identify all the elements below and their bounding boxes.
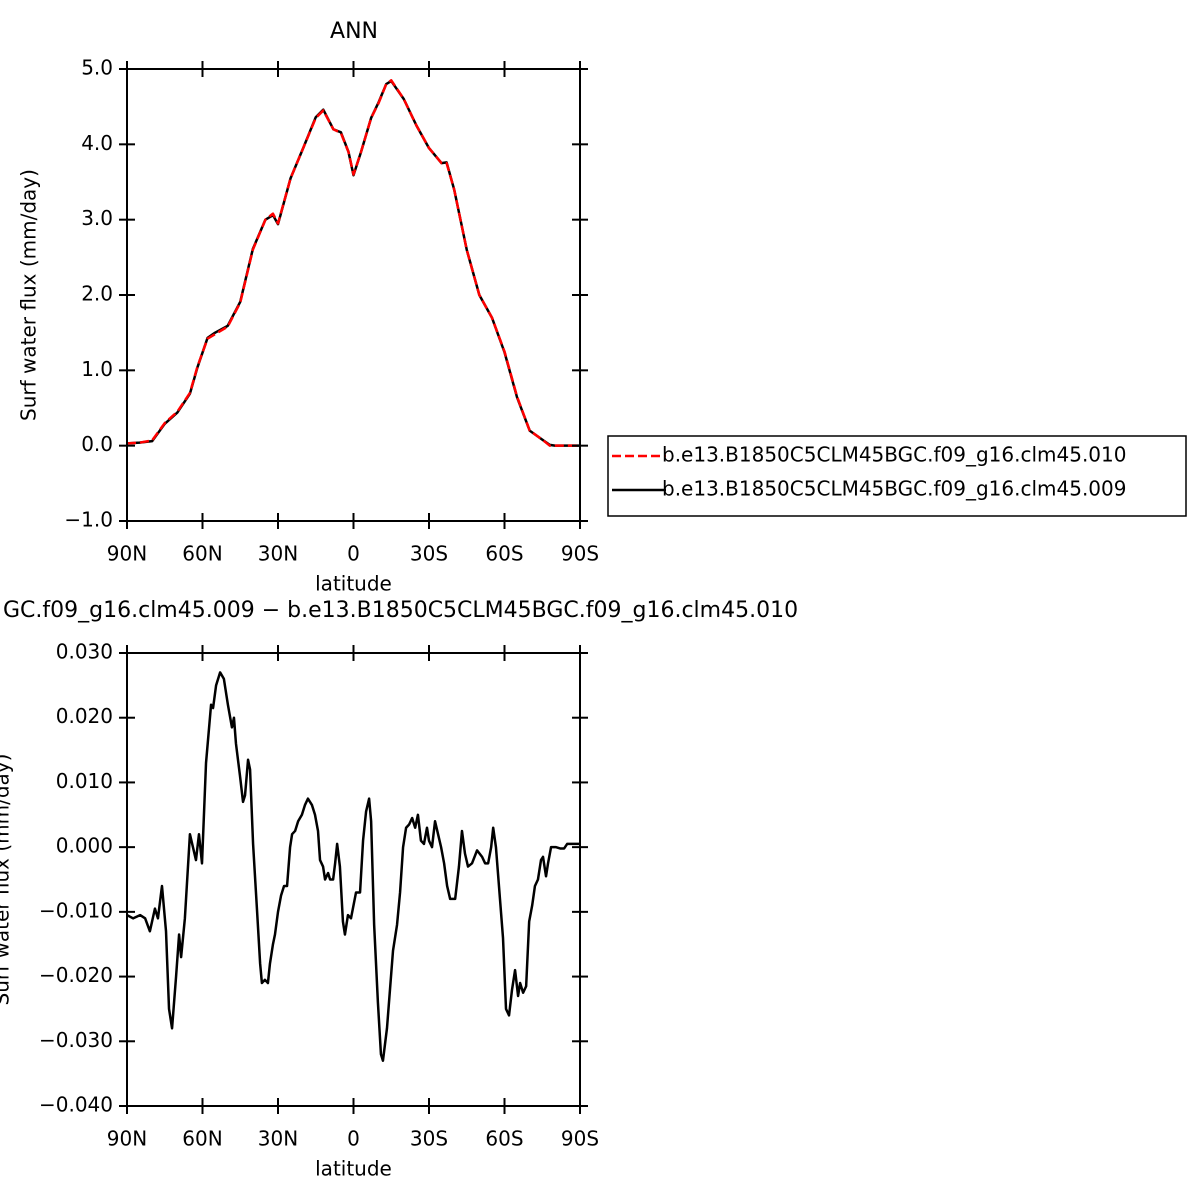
x-tick-label: 60S xyxy=(485,542,523,566)
x-tick-label: 0 xyxy=(347,1127,360,1151)
data-line xyxy=(127,79,580,447)
plot-frame xyxy=(126,652,581,1107)
x-tick-label: 90S xyxy=(561,1127,599,1151)
y-tick-label: 1.0 xyxy=(81,357,113,381)
legend-label: b.e13.B1850C5CLM45BGC.f09_g16.clm45.010 xyxy=(662,443,1126,467)
chart-title: GC.f09_g16.clm45.009 − b.e13.B1850C5CLM4… xyxy=(3,598,798,623)
x-tick-label: 30S xyxy=(410,542,448,566)
y-tick-label: 0.0 xyxy=(81,432,113,456)
plot-frame xyxy=(126,68,581,522)
y-tick-label: 2.0 xyxy=(81,282,113,306)
plot-area xyxy=(127,671,580,1062)
x-tick-label: 60S xyxy=(485,1127,523,1151)
y-tick-label: −0.020 xyxy=(39,963,113,987)
x-tick-label: 0 xyxy=(347,542,360,566)
legend-box xyxy=(607,435,1187,517)
y-tick-label: 4.0 xyxy=(81,131,113,155)
y-tick-label: −0.030 xyxy=(39,1028,113,1052)
y-axis-label: Surf water flux (mm/day) xyxy=(0,754,14,1006)
y-tick-label: 3.0 xyxy=(81,206,113,230)
data-line xyxy=(127,79,580,447)
data-line xyxy=(127,671,580,1062)
y-tick-label: 0.020 xyxy=(56,704,113,728)
x-tick-label: 60N xyxy=(182,1127,222,1151)
plot-area xyxy=(127,79,580,447)
x-tick-label: 30S xyxy=(410,1127,448,1151)
x-axis-label: latitude xyxy=(315,572,392,596)
y-tick-label: −0.040 xyxy=(39,1093,113,1117)
x-tick-label: 90N xyxy=(107,1127,147,1151)
y-tick-label: 0.000 xyxy=(56,834,113,858)
chart-title: ANN xyxy=(330,19,378,44)
x-tick-label: 30N xyxy=(258,1127,298,1151)
y-tick-label: −1.0 xyxy=(64,508,113,532)
y-axis-label: Surf water flux (mm/day) xyxy=(17,169,41,421)
x-tick-label: 30N xyxy=(258,542,298,566)
x-tick-label: 60N xyxy=(182,542,222,566)
y-tick-label: 5.0 xyxy=(81,56,113,80)
x-tick-label: 90N xyxy=(107,542,147,566)
y-tick-label: −0.010 xyxy=(39,898,113,922)
x-axis-label: latitude xyxy=(315,1157,392,1181)
legend-label: b.e13.B1850C5CLM45BGC.f09_g16.clm45.009 xyxy=(662,477,1126,501)
y-tick-label: 0.030 xyxy=(56,640,113,664)
x-tick-label: 90S xyxy=(561,542,599,566)
y-tick-label: 0.010 xyxy=(56,769,113,793)
